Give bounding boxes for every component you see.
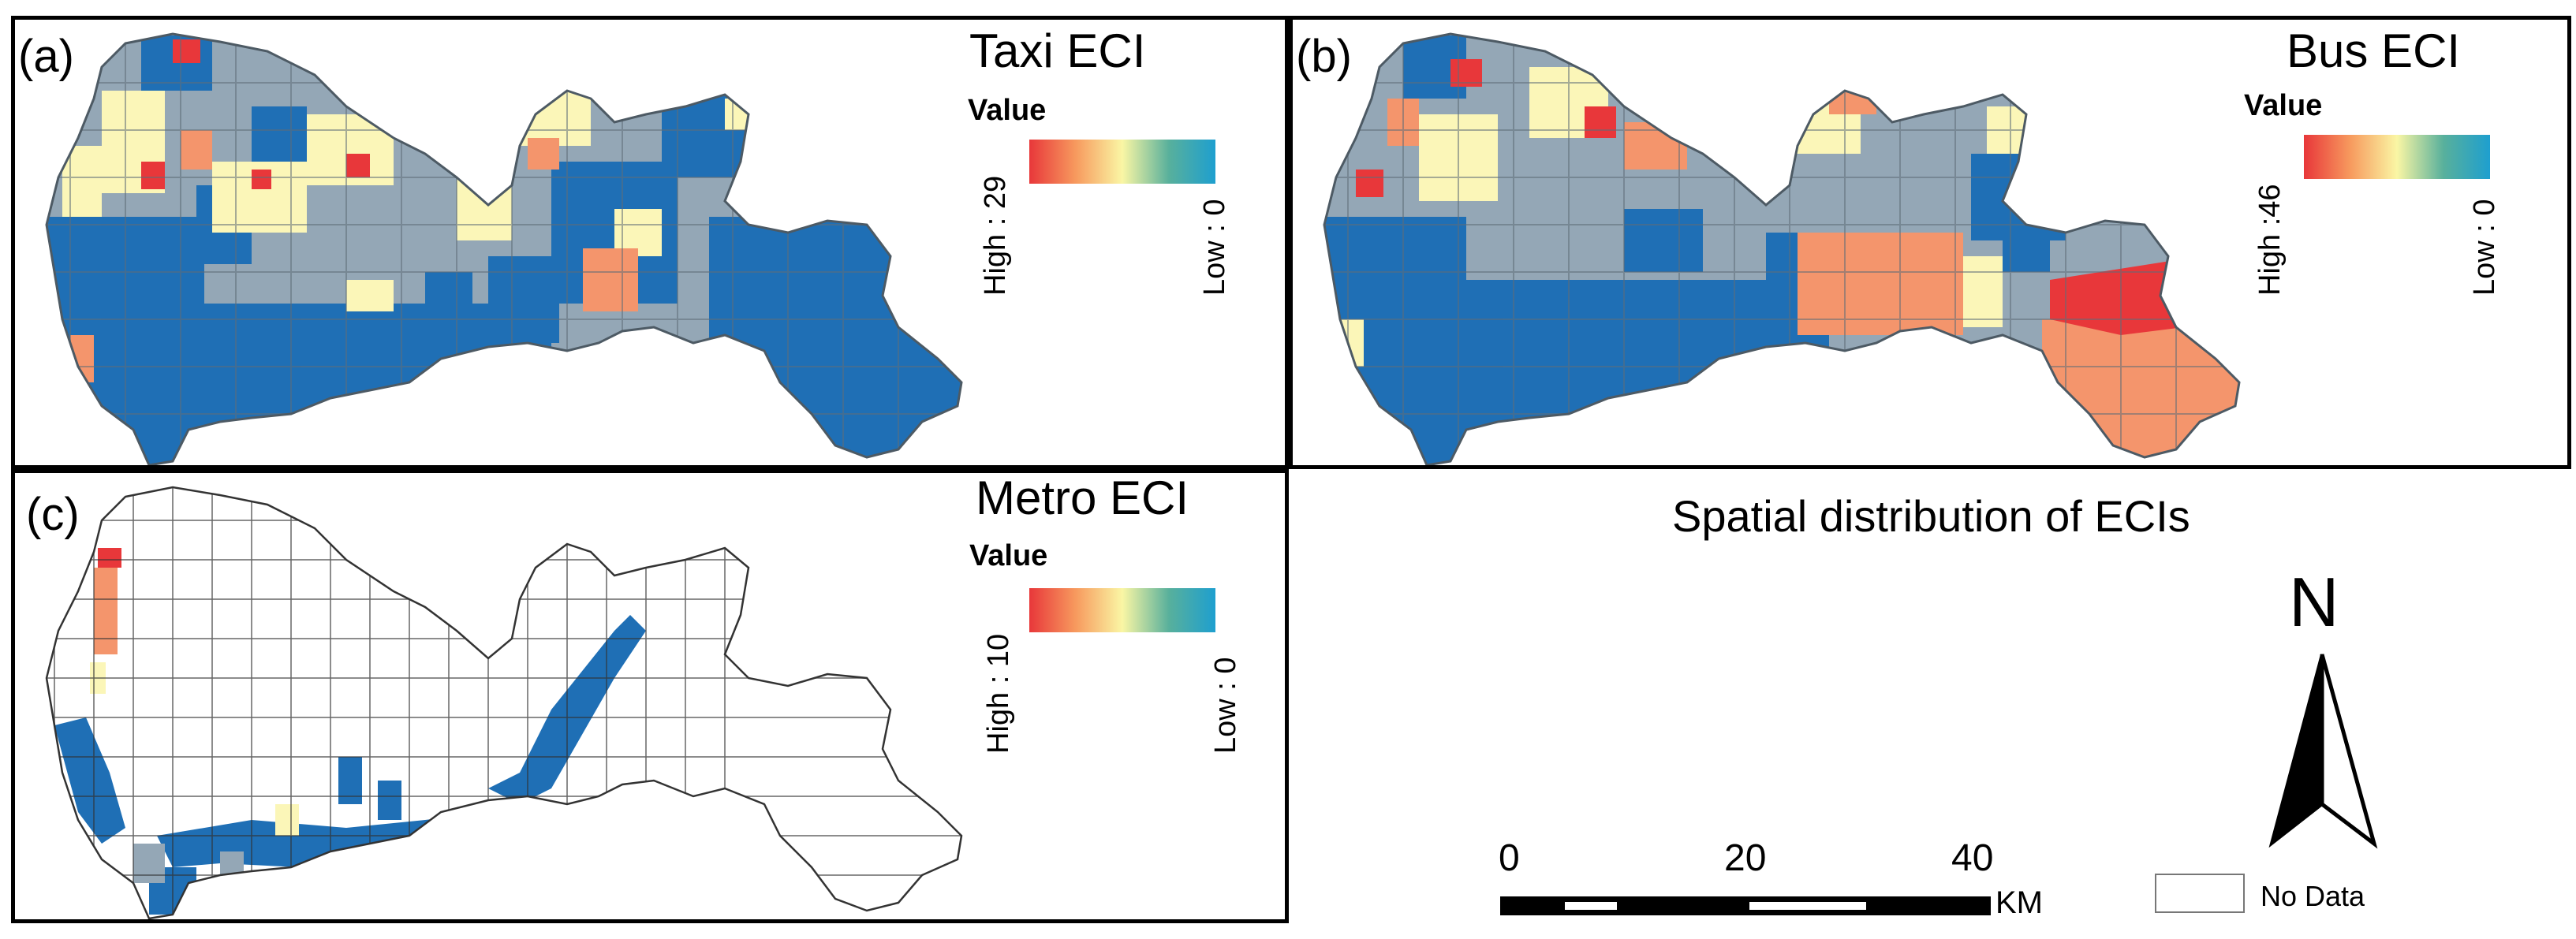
taxi-eci-title: Taxi ECI [969,24,1146,77]
metro-high-label: High : 10 [982,633,1015,754]
taxi-class-high [141,39,370,189]
metro-eci-map [45,486,963,919]
scale-unit: KM [1995,885,2043,920]
scale-bar: 0 20 40 KM [1499,837,2043,926]
bus-eci-title: Bus ECI [2287,24,2461,77]
taxi-class-mid-high [70,130,638,382]
bus-low-label: Low : 0 [2468,199,2501,296]
panel-label-b: (b) [1296,31,1352,82]
taxi-eci-map [45,32,963,465]
scale-bar-graphic [1500,896,1991,915]
taxi-high-label: High : 29 [979,175,1012,296]
no-data-label: No Data [2261,880,2365,912]
metro-value-label: Value [969,539,1048,572]
bus-value-label: Value [2244,89,2323,122]
north-label: N [2289,563,2339,641]
north-arrow-icon [2268,654,2378,849]
metro-class-high [98,548,121,568]
metro-class-mid-low [133,844,244,883]
scale-tick-0: 0 [1499,837,1520,879]
taxi-value-label: Value [968,94,1047,127]
taxi-color-ramp [1029,140,1215,184]
panel-label-c: (c) [26,489,80,540]
no-data-swatch [2155,874,2245,913]
panel-label-a: (a) [18,31,74,82]
scale-tick-40: 40 [1951,837,1994,879]
scale-tick-20: 20 [1724,837,1767,879]
north-arrow: N [2256,568,2398,851]
metro-class-mid-high [94,568,118,654]
figure-title: Spatial distribution of ECIs [1672,491,2190,541]
metro-eci-title: Metro ECI [976,471,1189,524]
taxi-low-label: Low : 0 [1198,199,1231,296]
metro-low-label: Low : 0 [1209,657,1242,754]
metro-color-ramp [1029,588,1215,632]
panel-metro-eci: (c) Metro ECI Value High : 10 Low : 0 [11,469,1289,923]
bus-eci-map [1323,32,2241,465]
panel-taxi-eci: (a) Taxi ECI Value High : 29 Low : 0 [11,16,1289,469]
panel-bus-eci: (b) Bus ECI Value High :46 Low : 0 [1289,16,2571,469]
bus-color-ramp [2304,135,2490,179]
bus-high-label: High :46 [2253,184,2287,296]
no-data-legend: No Data [2155,874,2407,921]
